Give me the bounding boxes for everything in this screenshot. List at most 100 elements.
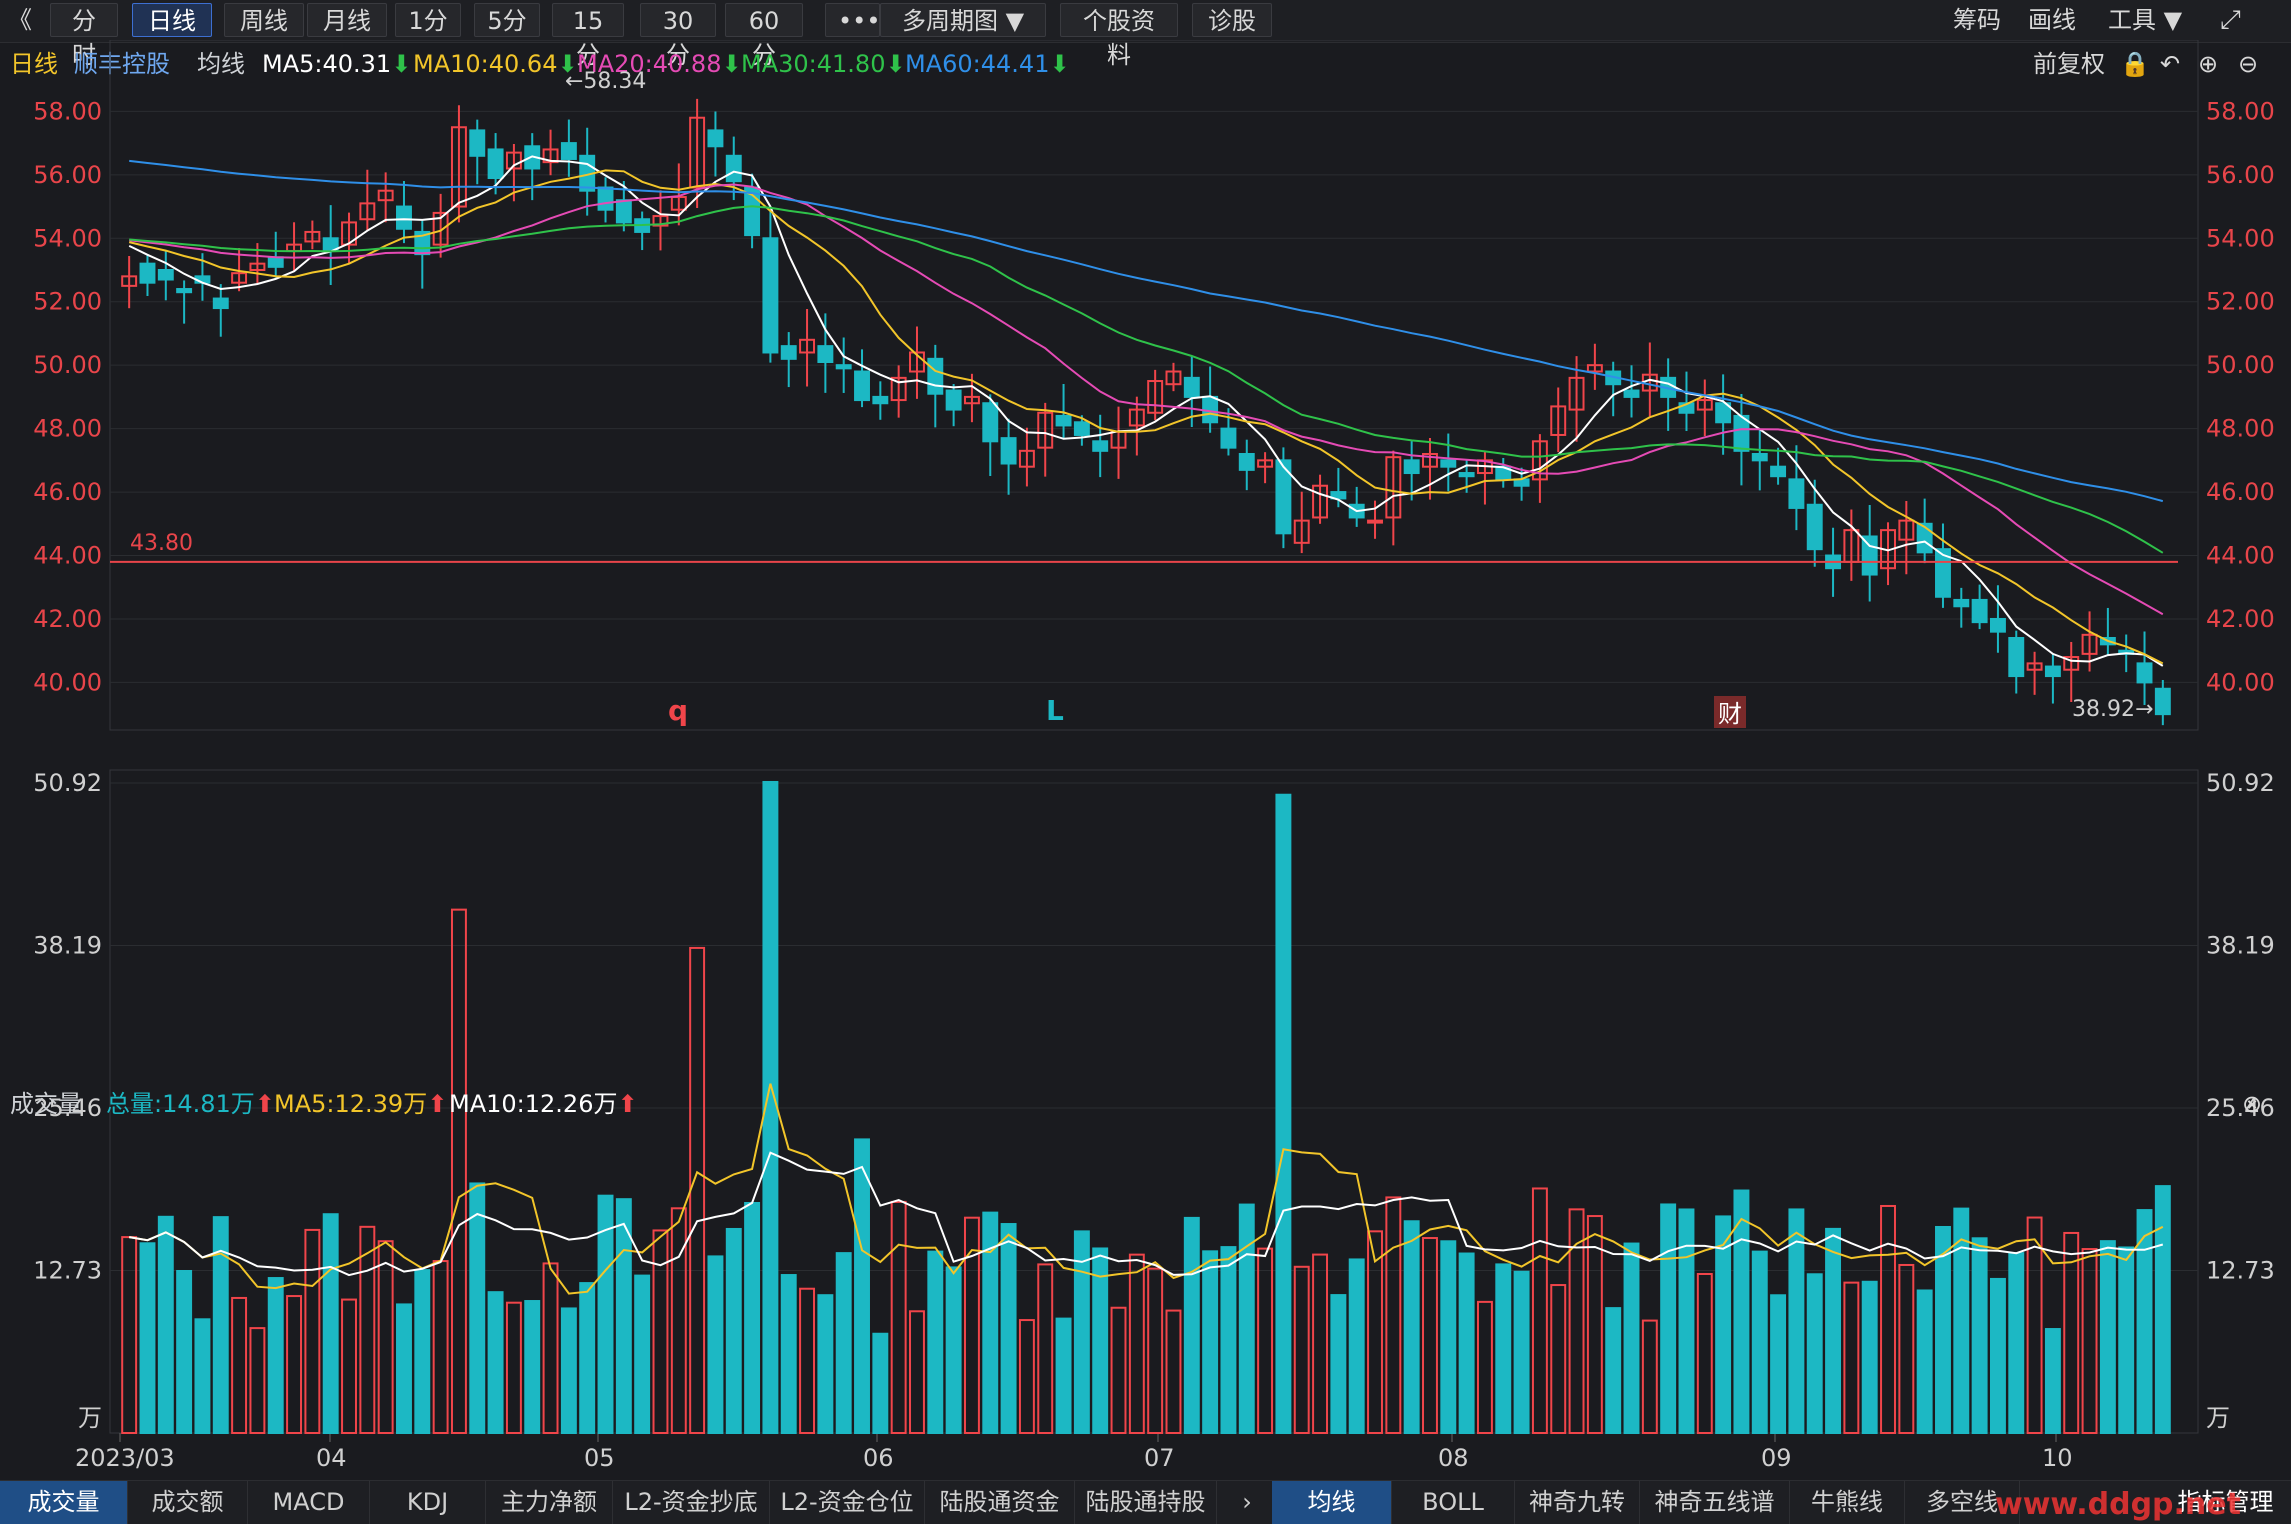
- overlay-tab-2[interactable]: 神奇九转: [1515, 1481, 1640, 1524]
- volume-bar-down: [2136, 1209, 2153, 1435]
- event-mark-q[interactable]: q: [668, 694, 688, 727]
- volume-bar-down: [2118, 1246, 2135, 1434]
- stock-name[interactable]: 顺丰控股: [74, 50, 170, 78]
- period-button-9[interactable]: •••: [825, 3, 880, 37]
- volume-tick-left: 12.73: [33, 1257, 102, 1285]
- close-icon[interactable]: ⊗: [2242, 1090, 2263, 1118]
- lock-icon[interactable]: 🔒: [2120, 50, 2150, 78]
- volume-bar-up: [231, 1296, 248, 1435]
- period-button-4[interactable]: 1分: [395, 3, 461, 37]
- drawing-button[interactable]: 画线: [2028, 6, 2076, 34]
- fullscreen-icon[interactable]: ⤢: [2220, 5, 2241, 35]
- indicator-tab-1[interactable]: 成交额: [128, 1481, 248, 1524]
- overlay-tab-4[interactable]: 牛熊线: [1790, 1481, 1905, 1524]
- volume-bar-down: [854, 1138, 870, 1435]
- candle-up: [231, 272, 248, 284]
- candle-up: [1550, 405, 1567, 436]
- volume-ma10-line: [129, 1151, 2164, 1277]
- overlay-tab-5[interactable]: 多空线: [1905, 1481, 2020, 1524]
- volume-bar-up: [1641, 1319, 1658, 1434]
- candle-down: [469, 129, 486, 157]
- zoom-out-icon[interactable]: ⊖: [2238, 50, 2259, 78]
- period-button-8[interactable]: 60分: [725, 3, 803, 69]
- adjust-label[interactable]: 前复权: [2033, 50, 2105, 78]
- volume-ma5: MA5:12.39万⬆: [274, 1090, 448, 1118]
- candle-down: [1073, 421, 1090, 436]
- ma-label[interactable]: 均线: [197, 50, 245, 78]
- volume-bar-down: [1000, 1223, 1017, 1435]
- period-button-11[interactable]: 个股资料: [1060, 3, 1178, 69]
- volume-bar-up: [1422, 1237, 1438, 1435]
- volume-bar-down: [212, 1216, 229, 1435]
- event-mark-l[interactable]: L: [1046, 694, 1064, 727]
- indicator-tab-2[interactable]: MACD: [248, 1481, 370, 1524]
- volume-bar-down: [414, 1269, 431, 1434]
- ma20-line: [129, 183, 2164, 616]
- candle-down: [1751, 453, 1768, 462]
- undo-icon[interactable]: ↶: [2160, 50, 2181, 78]
- indicator-tab-3[interactable]: KDJ: [370, 1481, 486, 1524]
- volume-bar-down: [1202, 1250, 1219, 1434]
- collapse-icon[interactable]: 《: [8, 6, 32, 34]
- candle-up: [341, 221, 357, 246]
- candle-down: [1788, 478, 1805, 509]
- volume-ma10: MA10:12.26万⬆: [449, 1090, 638, 1118]
- period-button-5[interactable]: 5分: [474, 3, 540, 37]
- overlay-tab-1[interactable]: BOLL: [1392, 1481, 1515, 1524]
- price-tick-left: 58.00: [33, 97, 102, 125]
- ma10-value: MA10:40.64⬇: [413, 50, 578, 78]
- volume-bar-up: [963, 1216, 980, 1434]
- overlay-tab-0[interactable]: 均线: [1272, 1481, 1392, 1524]
- volume-bar-up: [341, 1298, 357, 1434]
- candle-up: [799, 338, 816, 354]
- chevron-right-icon[interactable]: ›: [1242, 1488, 1252, 1516]
- period-button-10[interactable]: 多周期图 ▼: [880, 3, 1046, 37]
- volume-bar-up: [304, 1228, 321, 1435]
- volume-bar-up: [652, 1229, 669, 1434]
- period-button-1[interactable]: 日线: [132, 3, 212, 37]
- period-button-12[interactable]: 诊股: [1192, 3, 1272, 37]
- volume-tick-right: 25.46: [2206, 1094, 2275, 1122]
- kline-chart[interactable]: 58.00 58.00 56.00 56.00 54.00 54.00 52.00 52.00…: [0, 40, 2291, 1480]
- indicator-tab-6[interactable]: L2-资金仓位: [770, 1481, 925, 1524]
- period-button-7[interactable]: 30分: [640, 3, 716, 69]
- volume-bar-up: [2063, 1231, 2080, 1435]
- volume-tick-left: 25.46: [33, 1094, 102, 1122]
- finance-mark[interactable]: 财: [1718, 700, 1742, 728]
- candle-up: [1165, 370, 1182, 386]
- period-button-2[interactable]: 周线: [224, 3, 304, 37]
- volume-title[interactable]: 成交量: [10, 1090, 82, 1118]
- volume-bar-up: [249, 1327, 266, 1434]
- tools-button[interactable]: 工具 ▼: [2108, 6, 2183, 34]
- overlay-tab-3[interactable]: 神奇五线谱: [1640, 1481, 1790, 1524]
- candle-down: [212, 297, 229, 310]
- ma-info-bar: 日线 顺丰控股 均线 MA5:40.31⬇ MA10:40.64⬇ MA20:4…: [0, 44, 2291, 84]
- candle-up: [359, 202, 376, 221]
- ma5-value: MA5:40.31⬇: [262, 50, 412, 78]
- candle-down: [487, 148, 504, 179]
- ma30-line: [129, 205, 2164, 554]
- period-button-0[interactable]: 分时: [50, 3, 118, 69]
- indicator-tab-0[interactable]: 成交量: [0, 1481, 128, 1524]
- zoom-in-icon[interactable]: ⊕: [2198, 50, 2219, 78]
- volume-bar-down: [817, 1294, 834, 1435]
- candle-up: [1696, 399, 1713, 411]
- candle-down: [1715, 402, 1732, 424]
- candle-down: [1183, 376, 1200, 398]
- indicator-tab-5[interactable]: L2-资金抄底: [613, 1481, 770, 1524]
- indicator-tab-8[interactable]: 陆股通持股: [1075, 1481, 1217, 1524]
- volume-bar-down: [1788, 1208, 1805, 1435]
- volume-bar-down: [469, 1182, 486, 1434]
- period-button-6[interactable]: 15分: [552, 3, 624, 69]
- chip-distribution-button[interactable]: 筹码: [1953, 6, 2001, 34]
- volume-bar-up: [909, 1310, 925, 1434]
- indicator-manage-button[interactable]: 指标管理: [2177, 1488, 2274, 1516]
- period-button-3[interactable]: 月线: [307, 3, 387, 37]
- period-label: 日线: [10, 50, 58, 78]
- indicator-tab-7[interactable]: 陆股通资金: [925, 1481, 1075, 1524]
- volume-bar-up: [2026, 1216, 2043, 1434]
- candle-down: [872, 395, 889, 405]
- price-frame: [109, 40, 2199, 731]
- indicator-tab-4[interactable]: 主力净额: [486, 1481, 613, 1524]
- price-tick-right: 58.00: [2206, 97, 2275, 125]
